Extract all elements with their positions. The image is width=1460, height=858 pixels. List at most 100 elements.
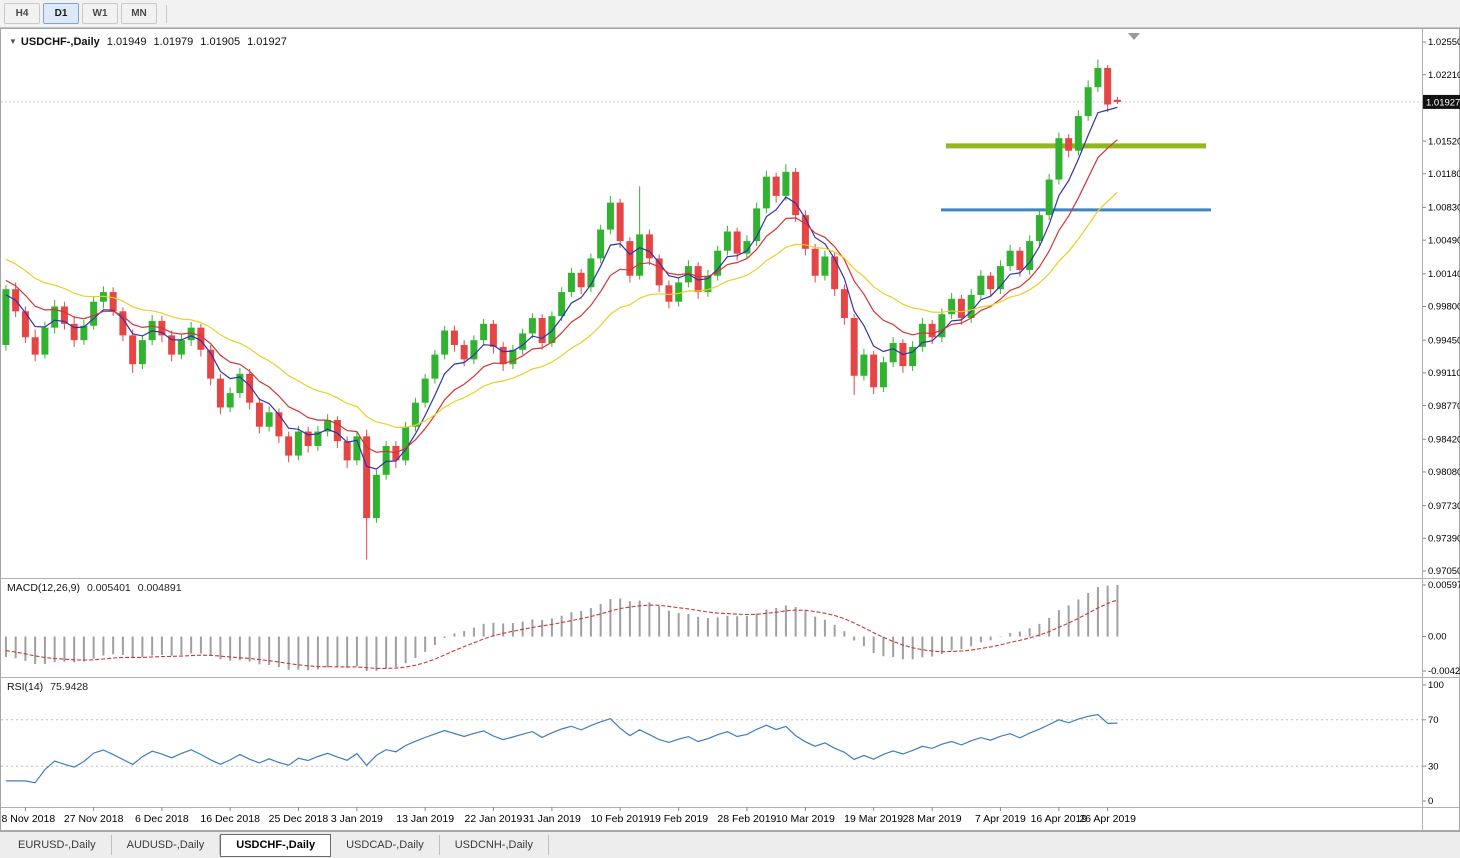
candle-body [285,436,293,456]
candle-body [324,419,332,432]
candle-body [460,344,468,360]
price-tick-label: 1.01180 [1428,169,1460,180]
timeframe-button-w1[interactable]: W1 [82,3,118,24]
candle-body [246,373,254,403]
rsi-tick-label: 30 [1428,761,1439,772]
candle-body [762,176,770,209]
candle-body [528,318,536,334]
timeframe-button-mn[interactable]: MN [121,3,157,24]
date-label: 19 Mar 2019 [844,813,903,825]
timeframe-button-h4[interactable]: H4 [4,3,40,24]
candle-body [1055,138,1063,180]
candle-body [597,229,605,259]
chart-window[interactable]: 1.02550 1.02210 1.01520 1.01180 1.00830 1.004… [0,28,1460,832]
candle-body [811,248,819,276]
current-price-tag: 1.01927 [1423,94,1460,109]
candle-body [265,412,273,427]
candle-body [1104,67,1112,105]
candle-body [967,294,975,319]
price-tick-label: 0.97050 [1428,566,1460,577]
candle-body [177,340,185,355]
time-axis[interactable]: 18 Nov 2018 27 Nov 2018 6 Dec 2018 16 Dec 2… [1,807,1136,825]
candle-body [470,340,478,360]
rsi-line [5,713,1118,784]
candle-body [119,311,127,336]
rsi-tick-label: 0 [1428,796,1433,807]
candle-body [51,306,59,328]
price-tick-label: 1.00490 [1428,235,1460,246]
rsi-indicator-label: RSI(14) 75.9428 [7,681,88,694]
price-tick-label: 1.01520 [1428,136,1460,147]
chart-tab-usdchf[interactable]: USDCHF-,Daily [220,833,332,857]
price-tick-label: 0.97730 [1428,501,1460,512]
date-label: 26 Apr 2019 [1079,813,1136,825]
candle-body [294,431,302,456]
candle-body [1074,116,1082,151]
candle-body [450,330,458,345]
candle-body [80,325,88,341]
candle-body [353,436,361,461]
price-tick-label: 0.98770 [1428,401,1460,412]
toolbar-separator [166,4,167,23]
ohlc-open: 1.01949 [106,36,147,48]
candle-body [402,426,410,461]
candle-body [197,327,205,350]
candle-body [889,343,897,363]
chart-canvas[interactable]: 1.02550 1.02210 1.01520 1.01180 1.00830 1.004… [1,29,1460,832]
macd-name: MACD(12,26,9) [7,582,80,594]
chart-tab-eurusd[interactable]: EURUSD-,Daily [3,835,112,855]
rsi-scale[interactable]: 100 70 30 0 [1422,680,1444,807]
candle-body [538,318,546,344]
rsi-value: 75.9428 [50,681,89,693]
macd-tick-label: 0.00597 [1428,580,1460,591]
symbol-dropdown-icon[interactable]: ▼ [9,37,17,46]
candle-body [714,250,722,276]
price-tick-label: 0.99800 [1428,302,1460,313]
price-axis[interactable]: 1.02550 1.02210 1.01520 1.01180 1.00830 1.004… [1422,37,1460,577]
candle-body [772,176,780,196]
price-tick-label: 1.02210 [1428,70,1460,81]
timeframe-button-d1[interactable]: D1 [43,3,79,24]
rsi-tick-label: 100 [1428,680,1444,691]
candle-body [987,275,995,290]
candle-body [519,333,527,350]
date-label: 16 Dec 2018 [200,813,260,825]
date-label: 10 Feb 2019 [591,813,650,825]
candle-body [411,402,419,427]
candle-body [977,275,985,295]
candle-body [782,171,790,196]
macd-value-main: 0.005401 [86,582,131,594]
date-label: 3 Jan 2019 [331,813,383,825]
chart-tabs-bar: EURUSD-,Daily AUDUSD-,Daily USDCHF-,Daily U… [0,831,1460,858]
macd-scale[interactable]: 0.00597 0.00 -0.00424 [1422,580,1460,677]
date-label: 16 Apr 2019 [1031,813,1088,825]
macd-value-signal: 0.004891 [137,582,182,594]
chart-tab-usdcnh[interactable]: USDCNH-,Daily [439,835,549,855]
candle-body [431,354,439,379]
candle-body [616,202,624,242]
candle-body [1065,138,1073,151]
candle-body [655,258,663,286]
candle-body [879,362,887,388]
candle-body [60,306,68,324]
candle-body [743,241,751,254]
price-tick-label: 0.99450 [1428,335,1460,346]
candle-body [928,323,936,338]
candle-body [626,241,634,276]
chart-tab-audusd[interactable]: AUDUSD-,Daily [111,835,221,855]
price-tick-label: 0.98080 [1428,467,1460,478]
candle-body [129,335,137,365]
candle-body [499,346,507,365]
candle-body [704,275,712,293]
candle-body [168,335,176,355]
date-label: 28 Feb 2019 [717,813,776,825]
macd-tick-label: -0.00424 [1428,666,1460,677]
candle-body [577,272,585,288]
candle-body [275,412,283,437]
price-tag-value: 1.01927 [1426,97,1460,108]
candle-body [314,431,322,446]
candle-body [304,431,312,446]
chart-tab-usdcad[interactable]: USDCAD-,Daily [331,835,440,855]
chart-shift-marker-icon [1128,33,1140,40]
candle-body [1113,99,1121,102]
